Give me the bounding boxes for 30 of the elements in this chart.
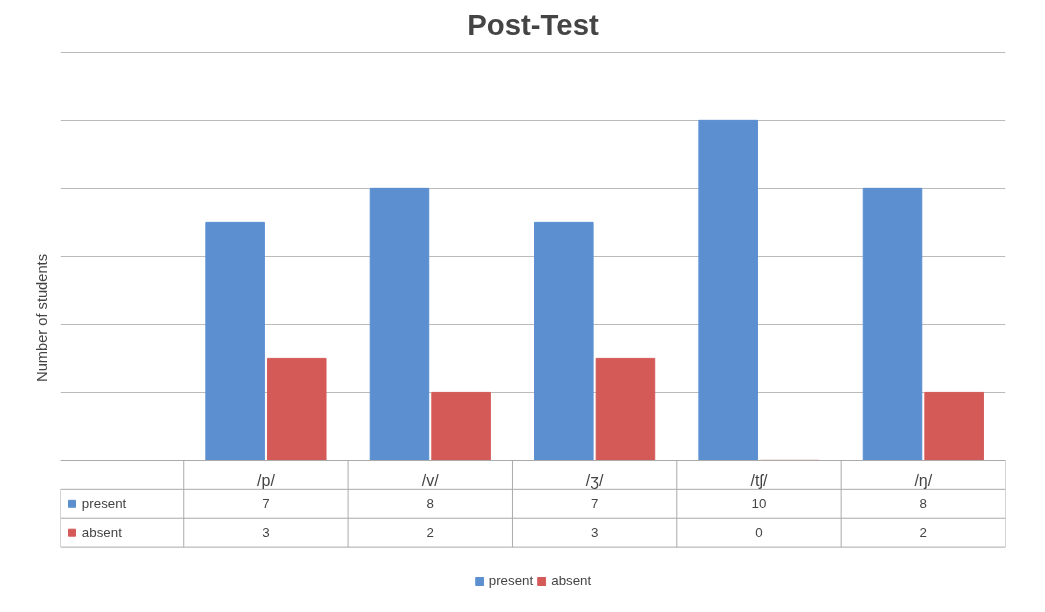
y-axis-title: Number of students: [33, 254, 50, 382]
legend-label: absent: [551, 573, 592, 588]
data-label: 10: [751, 496, 767, 512]
data-label: 8: [426, 496, 434, 512]
x-tick-label: /ŋ/: [914, 472, 933, 490]
x-tick-label: /v/: [421, 472, 440, 490]
chart-title: Post-Test: [467, 7, 599, 41]
bar: [266, 357, 327, 461]
bar: [698, 119, 758, 461]
text: present: [488, 573, 534, 588]
bar: [924, 391, 984, 461]
data-label: 7: [262, 496, 270, 512]
x-tick-label: /ʒ/: [585, 472, 604, 490]
data-label: 2: [919, 525, 928, 541]
bar: [534, 221, 594, 461]
data-label: 3: [262, 525, 270, 541]
bar: [862, 187, 923, 461]
legend-label: present: [81, 496, 127, 512]
bar: [595, 357, 656, 461]
data-label: 3: [590, 525, 599, 541]
data-label: 7: [590, 496, 599, 512]
bar: [431, 391, 491, 461]
bar: [369, 187, 430, 461]
data-label: 8: [919, 496, 928, 512]
data-label: 2: [426, 525, 434, 541]
text: absent: [81, 525, 122, 541]
data-label: 0: [755, 525, 763, 541]
bar: [205, 221, 265, 461]
x-tick-label: /tʃ/: [750, 472, 768, 490]
x-tick-label: /p/: [257, 472, 276, 490]
